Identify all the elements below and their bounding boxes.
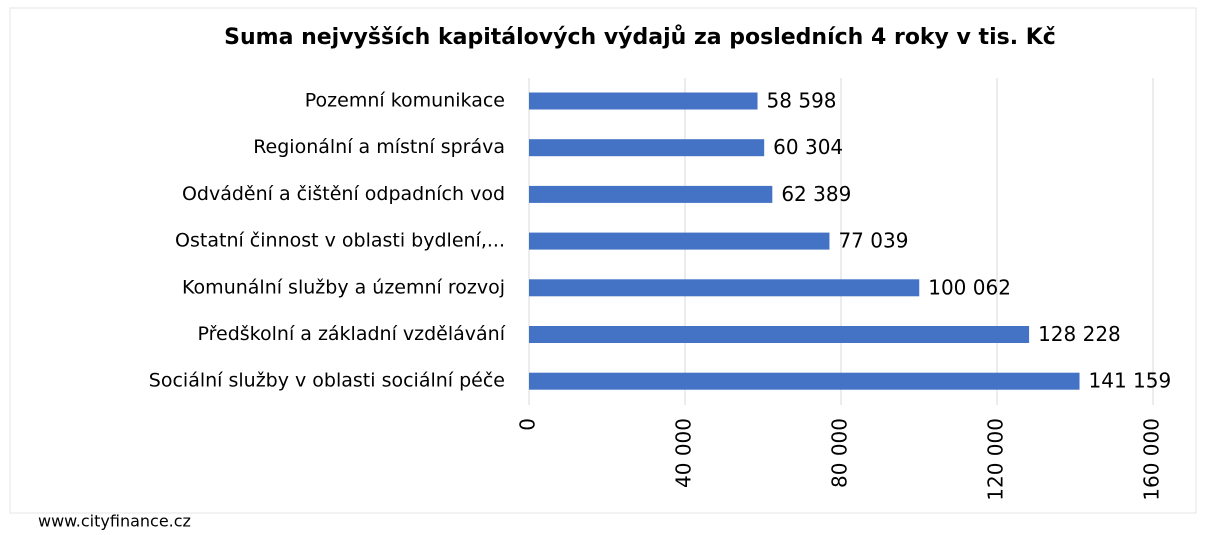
data-label: 100 062 (928, 275, 1011, 299)
data-label: 62 389 (781, 182, 851, 206)
bar (529, 279, 920, 297)
chart-frame (9, 7, 1197, 514)
bar (529, 185, 773, 203)
data-label: 141 159 (1089, 369, 1172, 393)
x-tick-label: 80 000 (828, 418, 852, 488)
x-tick-label: 160 000 (1140, 418, 1164, 501)
bar (529, 326, 1030, 343)
data-label: 60 304 (773, 135, 843, 159)
y-tick-label: Odvádění a čištění odpadních vod (182, 183, 505, 205)
x-tick-label: 0 (516, 418, 540, 431)
y-tick-label: Komunální služby a územní rozvoj (182, 276, 505, 298)
x-tick-label: 120 000 (984, 418, 1008, 501)
y-tick-label: Sociální služby v oblasti sociální péče (149, 370, 505, 392)
data-label: 77 039 (838, 229, 908, 253)
x-tick-label: 40 000 (672, 418, 696, 488)
y-tick-label: Předškolní a základní vzdělávání (198, 323, 506, 345)
y-tick-label: Ostatní činnost v oblasti bydlení,... (175, 230, 505, 252)
y-tick-label: Pozemní komunikace (305, 90, 505, 112)
bar (529, 139, 765, 157)
chart-title: Suma nejvyšších kapitálových výdajů za p… (224, 25, 1056, 50)
bar (529, 372, 1080, 390)
bar (529, 232, 830, 250)
data-label: 58 598 (767, 89, 837, 113)
bar (529, 92, 758, 110)
y-tick-label: Regionální a místní správa (253, 136, 505, 158)
footer: www.cityfinance.cz (38, 512, 191, 531)
data-label: 128 228 (1038, 322, 1121, 346)
